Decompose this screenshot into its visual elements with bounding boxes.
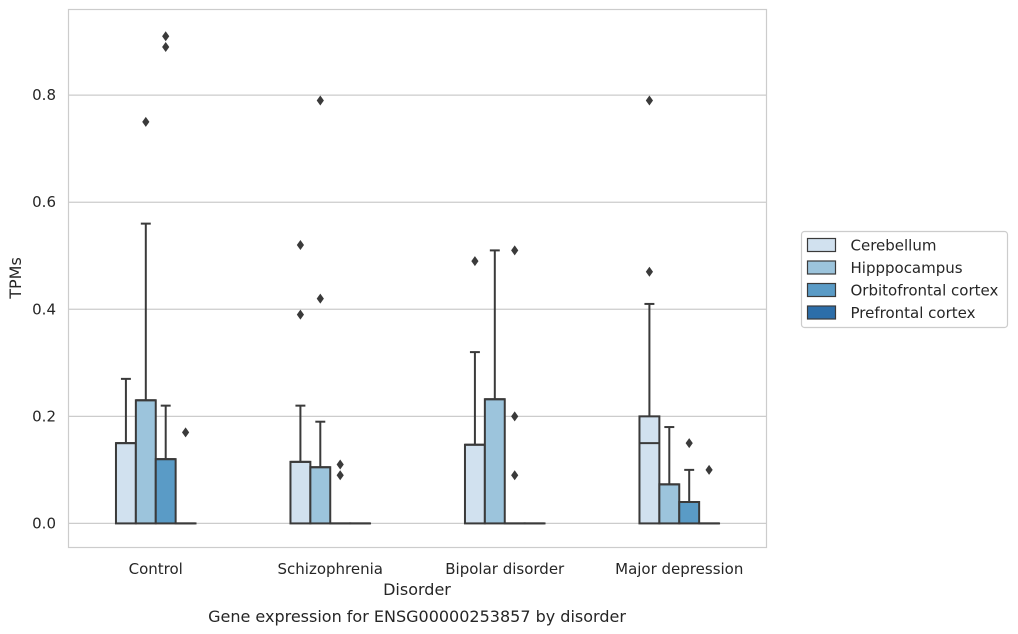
box [154,458,177,525]
y-tick-label: 0.6 [32,193,56,211]
box-1-3 [658,426,681,525]
box [678,500,701,525]
box-1-1 [309,95,332,525]
outlier-point [162,41,170,52]
x-tick-label: Control [129,560,183,578]
x-axis-label: Disorder [383,580,451,599]
box-marks [114,31,721,525]
y-tick-label: 0.0 [32,514,56,532]
box-2-0 [154,31,177,525]
outlier-point [336,470,344,481]
outlier-point [316,95,324,106]
box [289,460,312,525]
outlier-point [471,256,479,267]
outlier-point [142,116,150,127]
box-0-3 [638,95,661,525]
legend-swatch [806,260,837,275]
outlier-point [162,31,170,42]
legend-label: Cerebellum [851,237,937,255]
outlier-point [645,95,654,106]
chart-caption: Gene expression for ENSG00000253857 by d… [208,607,626,626]
legend-label: Orbitofrontal cortex [851,282,999,300]
y-axis-label: TPMs [6,257,25,300]
outlier-point [336,459,344,470]
box [483,398,506,525]
outlier-point [685,438,693,449]
box-0-1 [289,240,312,525]
outlier-point [296,309,305,320]
box-2-2 [503,245,526,525]
box-3-0 [174,427,197,525]
box [114,442,137,525]
x-tick-label: Major depression [615,560,743,578]
outlier-point [316,293,324,304]
outlier-point [511,470,519,481]
box [463,443,486,525]
outlier-point [705,464,713,475]
legend-swatch [806,237,837,253]
box-1-0 [134,116,157,525]
y-tick-label: 0.8 [32,86,56,104]
legend-label: Prefrontal cortex [851,304,976,322]
box-0-0 [114,377,137,525]
plot-frame [67,8,768,549]
box [309,466,332,525]
box-2-3 [678,438,701,525]
y-tick-label: 0.2 [32,407,56,425]
box [134,399,157,525]
y-tick-labels: 0.0 0.2 0.4 0.6 0.8 [32,86,56,532]
x-tick-labels: Control Schizophrenia Bipolar disorder Majo… [129,560,744,578]
x-tick-label: Schizophrenia [278,560,383,578]
outlier-point [511,411,519,422]
legend-frame [800,230,1009,329]
outlier-point [511,245,519,256]
y-tick-label: 0.4 [32,300,56,318]
legend-swatch [806,282,837,298]
box-0-2 [463,256,486,525]
box-3-3 [698,464,721,525]
legend-swatch [806,305,837,320]
box [658,483,681,525]
x-tick-label: Bipolar disorder [445,560,565,578]
legend-label: Hipppocampus [851,259,963,277]
legend: Cerebellum Hipppocampus Orbitofrontal cort… [800,230,1009,329]
box [638,415,661,525]
outlier-point [645,266,654,277]
box-1-2 [483,249,506,525]
outlier-point [296,240,305,251]
box-2-1 [329,459,352,525]
outlier-point [181,427,190,438]
